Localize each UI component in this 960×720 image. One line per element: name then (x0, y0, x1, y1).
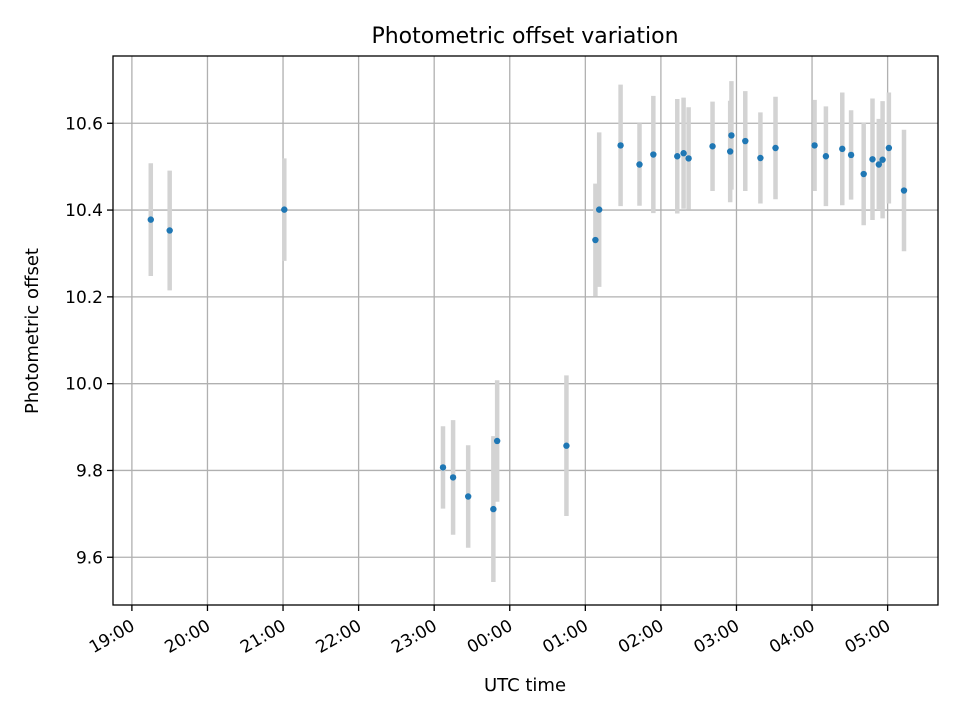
x-tick-label: 20:00 (162, 616, 214, 658)
data-point (490, 505, 497, 513)
data-point (709, 143, 716, 150)
data-point (449, 474, 457, 481)
data-point (728, 132, 735, 139)
data-point (757, 154, 764, 162)
data-point (493, 437, 501, 445)
y-tick-label: 9.8 (76, 461, 103, 481)
x-tick-label: 00:00 (464, 616, 516, 658)
data-point (811, 142, 818, 149)
data-point (885, 144, 893, 152)
data-point (822, 153, 830, 160)
data-point (617, 142, 624, 149)
data-point (464, 493, 472, 500)
x-tick-label: 21:00 (237, 616, 289, 658)
x-tick-label: 04:00 (766, 616, 818, 658)
data-point (166, 227, 173, 234)
data-point (680, 150, 687, 157)
y-tick-label: 10.0 (65, 375, 103, 395)
data-point (839, 145, 846, 153)
y-tick-label: 9.6 (76, 548, 103, 568)
x-axis-label: UTC time (484, 675, 566, 696)
data-point (847, 151, 855, 159)
x-tick-label: 01:00 (539, 616, 591, 658)
data-point (650, 151, 657, 158)
y-axis-ticks: 9.6 9.8 10.0 10.2 10.4 10.6 (65, 114, 113, 568)
x-tick-label: 23:00 (388, 616, 440, 658)
plot-frame (112, 55, 939, 606)
error-bars (148, 81, 907, 582)
data-point (636, 161, 643, 168)
data-points (147, 132, 908, 513)
data-point (147, 216, 154, 223)
data-point (875, 161, 883, 168)
y-tick-label: 10.2 (65, 288, 103, 308)
y-axis-label: Photometric offset (22, 248, 43, 414)
x-axis-ticks: 19:00 20:00 21:00 22:00 23:00 00:00 01:00 02:00… (86, 605, 894, 658)
data-point (592, 236, 599, 244)
data-point (685, 155, 692, 162)
y-tick-label: 10.6 (65, 114, 103, 134)
data-point (900, 187, 908, 194)
data-point (742, 137, 749, 145)
x-tick-label: 19:00 (86, 616, 138, 658)
y-tick-label: 10.4 (65, 201, 103, 221)
data-point (439, 464, 447, 471)
data-point (879, 156, 886, 163)
data-point (772, 144, 779, 152)
data-point (860, 170, 867, 178)
data-point (281, 206, 288, 213)
data-point (595, 206, 603, 213)
chart-title: Photometric offset variation (371, 24, 678, 49)
x-tick-label: 02:00 (615, 616, 667, 658)
data-point (726, 148, 734, 155)
x-tick-label: 03:00 (691, 616, 743, 658)
x-tick-label: 05:00 (842, 616, 894, 658)
x-tick-label: 22:00 (313, 616, 365, 658)
data-point (869, 156, 876, 163)
data-point (674, 153, 681, 160)
data-point (563, 442, 570, 449)
